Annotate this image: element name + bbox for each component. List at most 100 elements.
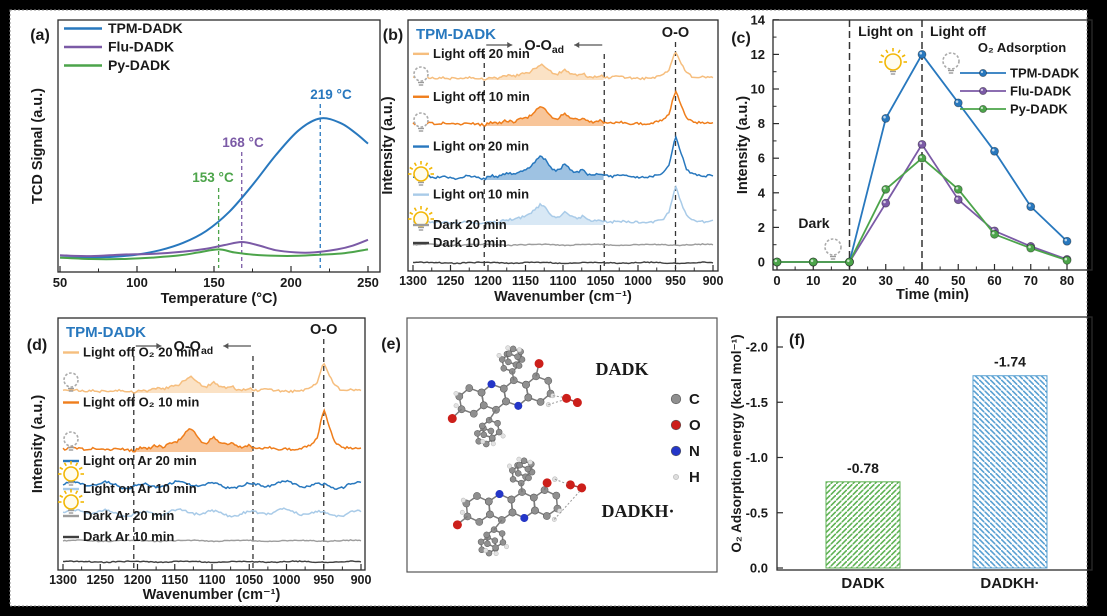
c-ytick: 4 [758,185,766,200]
b-xtick: 1000 [624,274,652,288]
d-xtick: 1150 [161,573,188,587]
f-ylabel: O₂ Adsorption energy (kcal mol⁻¹) [729,334,744,552]
d-region-label: O-Oad [174,339,214,357]
c-light-off-label: Light off [930,23,986,39]
c-xtick: 60 [987,273,1001,288]
lightbulb-off-icon [413,112,429,132]
b-trace-light-off-20-min: Light off 20 min [412,46,714,86]
b-ylabel: Intensity (a.u.) [380,96,396,194]
b-title: TPM-DADK [416,26,496,43]
b-xtick: 900 [703,274,724,288]
c-xtick: 30 [879,273,893,288]
o-atom [452,520,462,530]
lightbulb-on-icon [408,161,434,186]
atom-swatch-c [670,393,682,405]
a-legend-label-flu-dadk: Flu-DADK [108,39,174,55]
b-trace-label-light-on-10-min: Light on 10 min [433,187,529,202]
b-trace-dark-20-min: Dark 20 min [412,217,714,247]
d-xtick: 950 [313,573,334,587]
c-ytick: 10 [751,82,765,97]
b-xlabel: Wavenumber (cm⁻¹) [494,289,632,305]
panel-a-frame [57,19,381,273]
lightbulb-off-icon [824,238,842,260]
d-xtick: 1200 [124,573,152,587]
d-xtick: 1050 [235,573,263,587]
panel-f-label: (f) [789,332,805,349]
b-xtick: 1150 [512,274,539,288]
n-atom [514,401,523,410]
panel-e-frame [406,317,718,573]
panel-c-label: (c) [731,30,751,47]
a-xtick: 200 [280,275,302,290]
c-legend: O₂ Adsorption TPM-DADK Flu-DADK Py-DADK [960,40,1080,117]
a-curve-py-dadk [59,248,369,261]
d-trace-light-off-o-10-min: Light off O₂ 10 min [62,395,362,453]
o-atom [447,414,457,424]
a-xtick: 50 [53,275,67,290]
c-xtick: 10 [806,273,820,288]
d-xtick: 1100 [198,573,225,587]
c-legend-label-tpm-dadk: TPM-DADK [1010,66,1080,81]
b-xtick: 950 [665,274,686,288]
a-peaklabel-tpm-dadk: 219 °C [310,87,352,102]
d-trace-light-off-o-20-min: Light off O₂ 20 min [62,345,362,394]
f-bar-dadkh [972,375,1048,569]
f-category-dadk: DADK [841,575,884,592]
lightbulb-on-icon [58,461,84,486]
a-xlabel: Temperature (°C) [161,291,278,307]
n-atom [487,380,496,389]
lightbulb-off-icon [942,52,960,74]
d-trace-label-light-off-o-20-min: Light off O₂ 20 min [83,345,199,360]
panel-a: 50 100 150 200 250 Temperature (°C) TCD Signal… [30,19,381,307]
lightbulb-on-icon [879,48,907,75]
c-legend-title: O₂ Adsorption [978,40,1066,55]
a-xtick: 100 [126,275,148,290]
a-legend-label-py-dadk: Py-DADK [108,57,170,73]
panel-c: 0 10 20 30 40 50 60 70 80 0 2 4 6 8 10 12 14 Time (min) In… [735,12,1093,303]
atom-symbol-o: O [689,417,701,434]
f-category-dadkh: DADKH· [980,575,1039,592]
d-trace-light-on-ar-20-min: Light on Ar 20 min [58,453,362,490]
panel-d: 1300 1250 1200 1150 1100 1050 1000 950 900 Wavenu… [30,317,372,603]
molecule-label-dadkh: DADKH· [601,501,674,521]
d-xtick: 1300 [49,573,77,587]
b-trace-light-off-10-min: Light off 10 min [412,89,714,132]
lightbulb-off-icon [63,431,79,451]
c-xtick: 40 [915,273,929,288]
panel-b: 1300 1250 1200 1150 1100 1050 1000 950 900 Wavenu… [380,19,724,305]
a-xtick: 250 [357,275,379,290]
lightbulb-on-icon [58,489,84,514]
molecule-dadkh [452,456,587,557]
b-region-label: O-Oad [524,38,564,56]
b-oo-label: O-O [662,25,689,41]
c-dark-label: Dark [798,215,829,231]
d-xtick: 900 [351,573,372,587]
n-atom [495,490,504,499]
b-trace-label-light-off-20-min: Light off 20 min [433,46,530,61]
f-ytick: -2.0 [746,340,768,355]
b-xtick: 1300 [399,274,427,288]
b-xtick: 1050 [587,274,615,288]
b-trace-dark-10-min: Dark 10 min [413,235,714,265]
d-title: TPM-DADK [66,324,146,341]
d-trace-light-on-ar-10-min: Light on Ar 10 min [58,481,362,518]
d-xtick: 1000 [273,573,301,587]
b-xtick: 1100 [549,274,576,288]
b-xtick: 1200 [474,274,502,288]
a-peaklabel-flu-dadk: 168 °C [222,135,264,150]
atom-symbol-c: C [689,391,700,408]
panel-b-label: (b) [383,27,403,44]
d-trace-dark-ar-10-min: Dark Ar 10 min [63,529,362,564]
d-fill-light-off-o-10-min [134,428,253,452]
b-fill-light-off-10-min [485,106,604,126]
d-xtick: 1250 [86,573,114,587]
c-series-py-dadk [772,153,1072,267]
f-ytick: 0.0 [750,561,768,576]
c-ytick: 6 [758,151,765,166]
a-legend-label-tpm-dadk: TPM-DADK [108,20,183,36]
f-bar-value-dadk: -0.78 [847,460,879,476]
d-trace-label-light-on-ar-10-min: Light on Ar 10 min [83,481,197,496]
d-trace-label-dark-ar-20-min: Dark Ar 20 min [83,508,174,523]
